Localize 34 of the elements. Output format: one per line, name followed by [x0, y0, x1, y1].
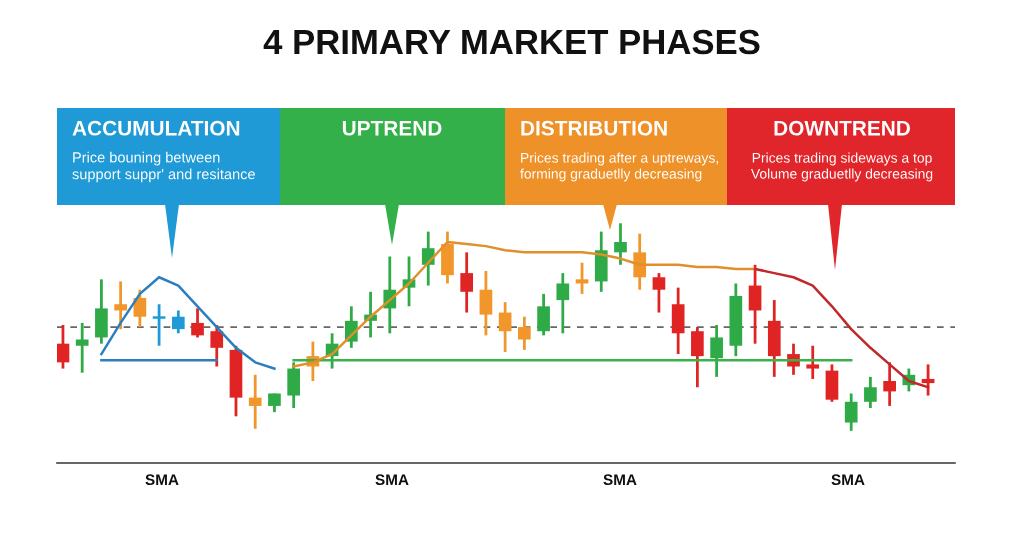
candlestick: [460, 250, 474, 314]
candlestick: [133, 288, 147, 329]
candlestick: [518, 315, 531, 352]
candlestick: [844, 392, 858, 433]
candlestick: [614, 221, 627, 267]
text: SMA: [831, 474, 865, 486]
text: Prices trading after a uptreways, forming graduetlly decreasing: [520, 152, 718, 182]
chart-title: 4 PRIMARY MARKET PHASES: [263, 29, 760, 55]
candlestick: [921, 363, 935, 397]
candlestick: [498, 300, 512, 354]
text: SMA: [603, 474, 637, 486]
text: DOWNTREND: [774, 120, 910, 136]
candlestick: [152, 302, 166, 348]
candlestick: [806, 344, 820, 381]
text: SMA: [145, 474, 179, 486]
candlestick: [114, 280, 127, 331]
candlestick: [268, 392, 281, 414]
text: UPTREND: [342, 121, 442, 136]
candlestick: [75, 321, 89, 375]
text: SMA: [375, 474, 409, 486]
candlestick: [864, 375, 877, 410]
text: DISTRIBUTION: [521, 120, 667, 136]
candlestick: [556, 271, 570, 335]
candlestick: [575, 261, 589, 296]
candlestick: [171, 309, 185, 335]
text: Price bouning between support suppr' and resitance: [72, 151, 255, 183]
candlestick: [57, 323, 70, 370]
candlestick: [248, 373, 262, 431]
text: Prices trading sideways a top Volume graduetlly decreasing: [750, 152, 933, 182]
candlestick: [652, 271, 666, 314]
candlestick: [883, 360, 896, 408]
candlestick: [210, 323, 224, 368]
text: ACCUMULATION: [72, 120, 240, 136]
candlestick: [191, 307, 204, 339]
